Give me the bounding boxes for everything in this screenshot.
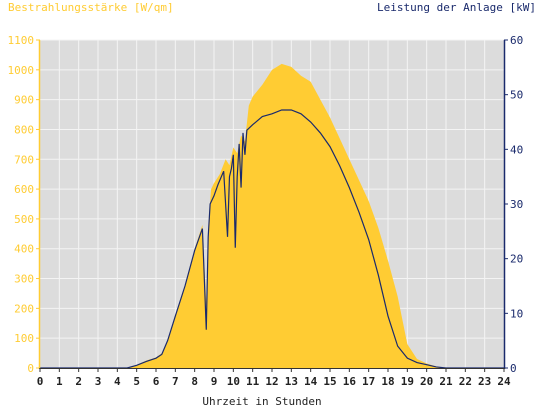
- x-tick-label: 5: [133, 375, 140, 388]
- right-tick-label: 20: [510, 253, 523, 266]
- x-tick-label: 17: [362, 375, 375, 388]
- x-tick-label: 11: [246, 375, 260, 388]
- left-tick-label: 300: [14, 273, 34, 286]
- x-axis-ticks: 0 1 2 3 4 5 6 7 8 9 10 11 12 13 14 15 16 17 18 19 20 21 22 23 24: [37, 368, 511, 388]
- left-tick-label: 700: [14, 153, 34, 166]
- x-tick-label: 4: [114, 375, 121, 388]
- x-tick-label: 20: [420, 375, 433, 388]
- right-axis-ticks: 0 10 20 30 40 50 60: [504, 34, 523, 375]
- left-tick-label: 900: [14, 94, 34, 107]
- x-tick-label: 22: [459, 375, 472, 388]
- right-tick-label: 30: [510, 198, 523, 211]
- x-tick-label: 2: [75, 375, 82, 388]
- right-tick-label: 60: [510, 34, 523, 47]
- x-tick-label: 8: [191, 375, 198, 388]
- left-tick-label: 1100: [8, 34, 35, 47]
- x-tick-label: 10: [227, 375, 240, 388]
- x-tick-label: 7: [172, 375, 179, 388]
- left-tick-label: 500: [14, 213, 34, 226]
- x-tick-label: 19: [401, 375, 414, 388]
- right-tick-label: 40: [510, 143, 523, 156]
- right-axis-label: Leistung der Anlage [kW]: [377, 1, 536, 14]
- left-tick-label: 0: [27, 362, 34, 375]
- left-tick-label: 800: [14, 123, 34, 136]
- x-tick-label: 23: [478, 375, 491, 388]
- x-tick-label: 6: [153, 375, 160, 388]
- right-tick-label: 10: [510, 307, 523, 320]
- x-tick-label: 12: [265, 375, 278, 388]
- left-tick-label: 600: [14, 183, 34, 196]
- x-tick-label: 13: [285, 375, 298, 388]
- x-tick-label: 15: [323, 375, 336, 388]
- x-tick-label: 24: [497, 375, 511, 388]
- x-tick-label: 0: [37, 375, 44, 388]
- x-tick-label: 14: [304, 375, 318, 388]
- left-axis-label: Bestrahlungsstärke [W/qm]: [8, 1, 174, 14]
- left-axis-ticks: 0 100 200 300 400 500 600 700 800 900 1000 1100: [8, 34, 40, 375]
- power-line: [40, 109, 504, 369]
- left-tick-label: 400: [14, 243, 34, 256]
- x-axis-label: Uhrzeit in Stunden: [202, 395, 321, 408]
- x-tick-label: 18: [381, 375, 394, 388]
- x-tick-label: 16: [343, 375, 357, 388]
- x-tick-label: 9: [211, 375, 218, 388]
- left-tick-label: 1000: [8, 64, 35, 77]
- x-tick-label: 3: [95, 375, 102, 388]
- x-tick-label: 21: [439, 375, 453, 388]
- left-tick-label: 200: [14, 302, 34, 315]
- x-tick-label: 1: [56, 375, 63, 388]
- irradiance-area: [40, 63, 504, 368]
- right-tick-label: 0: [510, 362, 517, 375]
- left-tick-label: 100: [14, 332, 34, 345]
- right-tick-label: 50: [510, 89, 523, 102]
